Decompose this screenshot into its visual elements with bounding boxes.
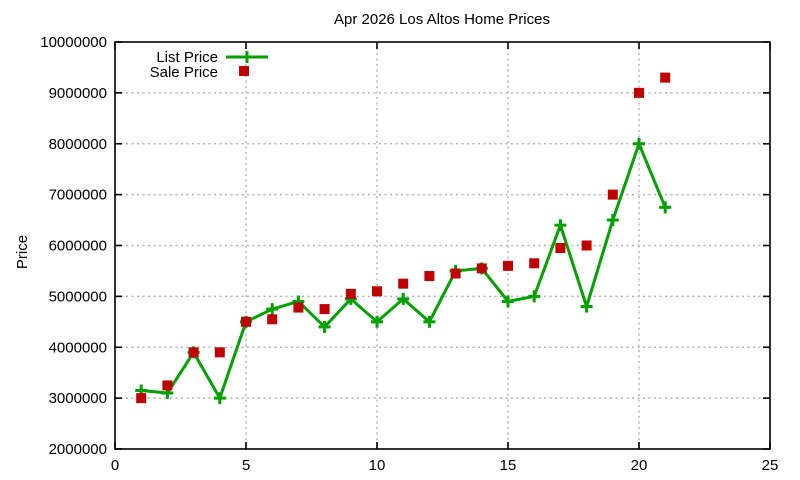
plot-generated-layer: 2000000 3000000 4000000 5000000 6000000 70000… <box>40 34 778 474</box>
sale-price-square-marker <box>345 288 356 299</box>
y-tick-label: 6000000 <box>49 238 107 255</box>
x-tick-label: 10 <box>369 457 386 474</box>
legend-label-sale-price: Sale Price <box>150 64 218 81</box>
sale-price-square-marker <box>607 189 618 200</box>
list-price-line <box>141 139 667 402</box>
y-tick-label: 8000000 <box>49 136 107 153</box>
sale-price-square-marker <box>162 380 173 391</box>
y-axis-label: Price <box>14 235 31 269</box>
sale-price-square-marker <box>634 87 644 98</box>
sale-price-square-marker <box>398 278 409 289</box>
y-tick-label: 7000000 <box>49 187 107 204</box>
sale-price-square-marker <box>529 258 540 269</box>
chart-title: Apr 2026 Los Altos Home Prices <box>334 11 550 28</box>
y-tick-label: 5000000 <box>49 288 107 305</box>
y-tick-label: 9000000 <box>49 85 107 102</box>
y-tick-label: 2000000 <box>49 441 107 458</box>
legend-entry-sale-price: Sale Price <box>150 64 249 81</box>
sale-price-square-marker <box>188 347 199 358</box>
sale-price-square-marker <box>372 286 382 297</box>
legend: List Price Sale Price <box>150 49 268 81</box>
sale-price-square-marker <box>450 268 461 279</box>
sale-price-square-marker <box>424 271 435 282</box>
sale-price-square-marker <box>136 393 147 404</box>
legend-label-list-price: List Price <box>156 49 218 66</box>
x-tick-label: 5 <box>242 457 250 474</box>
sale-price-square-marker <box>555 243 566 254</box>
y-tick-label: 10000000 <box>40 34 107 51</box>
sale-price-square-marker <box>241 316 251 327</box>
y-tick-label: 4000000 <box>49 339 107 356</box>
sale-price-square-marker <box>267 314 278 325</box>
sale-price-square-marker <box>293 302 304 313</box>
legend-square-marker-icon <box>239 66 249 76</box>
sale-price-square-marker <box>476 263 487 274</box>
sale-price-square-marker <box>503 260 513 271</box>
x-tick-label: 15 <box>500 457 517 474</box>
y-tick-label: 3000000 <box>49 390 107 407</box>
x-tick-label: 25 <box>762 457 779 474</box>
legend-entry-list-price: List Price <box>156 49 268 66</box>
sale-price-square-marker <box>214 347 225 358</box>
x-tick-label: 20 <box>631 457 648 474</box>
x-tick-label: 0 <box>111 457 119 474</box>
sale-price-square-marker <box>581 240 592 251</box>
sale-price-square-marker <box>660 72 671 83</box>
sale-price-square-marker <box>319 304 330 315</box>
